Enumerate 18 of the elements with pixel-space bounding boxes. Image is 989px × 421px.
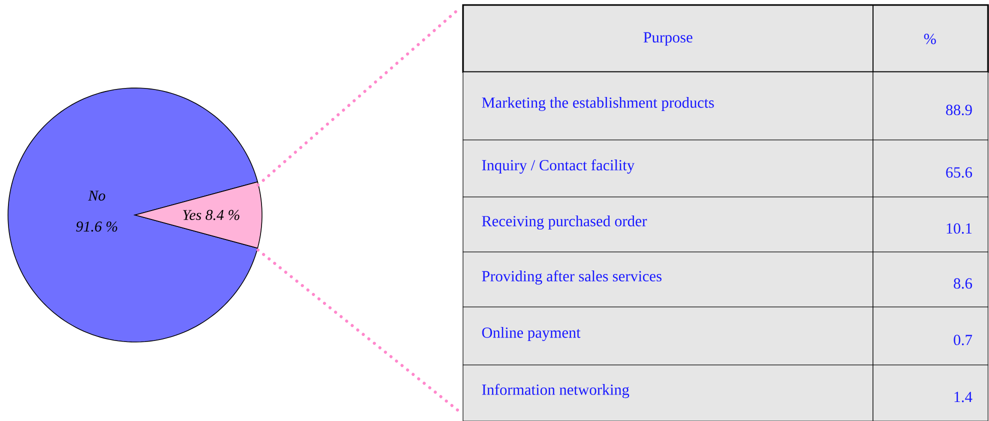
slice-label: Yes (183, 210, 202, 220)
data-label: 1.4 (954, 392, 972, 402)
category-label: Information networking (482, 384, 630, 398)
data-label: 8.6 (954, 278, 972, 289)
slice-label: No (88, 190, 106, 201)
category-label: Receiving purchased order (482, 215, 647, 230)
text: Purpose (644, 32, 692, 46)
category-label: Online payment (482, 326, 580, 342)
data-label: 10.1 (946, 223, 972, 234)
data-label: 65.6 (946, 167, 972, 178)
text: % (924, 34, 936, 44)
data-label: 0.7 (954, 334, 972, 346)
data-label: 88.9 (946, 104, 972, 116)
data-label: 91.6 % (76, 222, 118, 232)
data-label: 8.4 % (206, 210, 240, 220)
category-label: Providing after sales services (482, 270, 662, 285)
category-label: Inquiry / Contact facility (482, 159, 635, 174)
category-label: Marketing the establishment products (482, 96, 714, 112)
